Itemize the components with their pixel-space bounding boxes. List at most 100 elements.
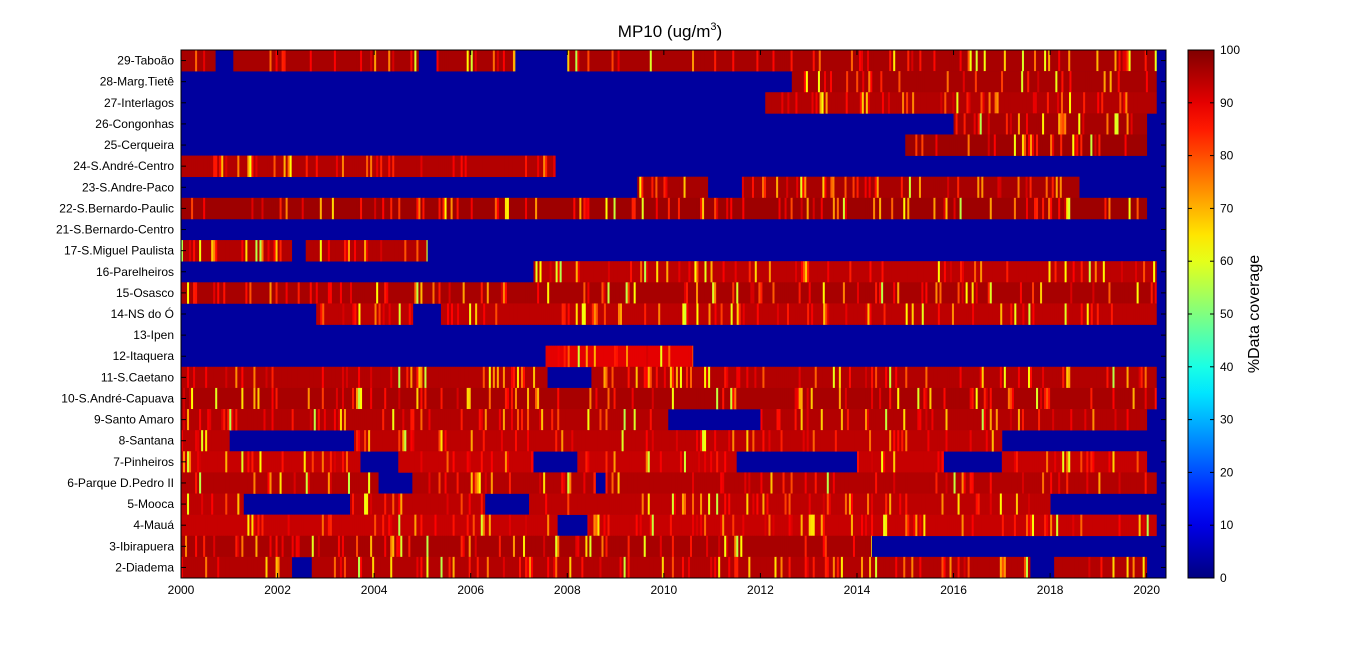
heatmap-cell [1108,134,1111,156]
heatmap-cell [323,366,327,389]
heatmap-cell [257,387,260,410]
heatmap-cell [891,303,894,325]
heatmap-cell [629,50,633,72]
heatmap-cell [392,50,395,72]
heatmap-cell [1130,387,1133,410]
heatmap-cell [865,366,868,389]
heatmap-cell [810,176,813,199]
heatmap-cell [706,261,709,283]
heatmap-cell [971,366,975,389]
heatmap-cell [617,282,620,304]
heatmap-cell [615,430,618,452]
heatmap-cell [780,261,784,283]
heatmap-cell [410,197,413,220]
heatmap-cell [1078,50,1081,72]
heatmap-cell [823,261,826,283]
heatmap-cell [255,155,258,178]
heatmap-cell [647,176,650,199]
heatmap-cell [927,430,930,452]
heatmap-cell [778,282,781,304]
heatmap-cell [402,197,405,220]
heatmap-cell [1042,92,1046,114]
heatmap-cell [1070,409,1073,431]
heatmap-cell [345,409,349,431]
heatmap-cell [1136,387,1140,410]
heatmap-cell [388,197,391,220]
heatmap-cell [933,409,936,431]
heatmap-cell [496,282,500,304]
heatmap-cell [426,366,429,389]
heatmap-cell [1011,409,1015,431]
heatmap-cell [1154,50,1157,72]
heatmap-cell [350,197,353,220]
heatmap-cell [889,409,892,431]
heatmap-cell [243,366,246,389]
heatmap-cell [545,261,548,283]
heatmap-cell [1046,409,1049,431]
heatmap-cell [541,409,544,431]
heatmap-cell [341,197,345,220]
heatmap-cell [909,261,913,283]
heatmap-cell [877,409,880,431]
heatmap-cell [828,176,831,199]
heatmap-cell [442,430,445,452]
heatmap-cell [756,197,759,220]
heatmap-cell [565,282,568,304]
heatmap-cell [543,387,546,410]
heatmap-cell [806,430,810,452]
heatmap-cell [295,197,299,220]
heatmap-cell [1082,134,1085,156]
heatmap-cell [313,50,317,72]
heatmap-cell [1090,261,1094,283]
heatmap-cell [185,197,188,220]
heatmap-cell [1139,92,1142,114]
heatmap-cell [718,303,721,325]
heatmap-cell [1141,71,1145,93]
heatmap-cell [374,366,377,389]
heatmap-cell [502,409,506,431]
heatmap-cell [742,197,745,220]
heatmap-cell [1069,92,1072,114]
heatmap-cell [850,71,853,93]
heatmap-cell [921,430,924,452]
heatmap-cell [746,387,749,410]
heatmap-cell [380,197,383,220]
heatmap-cell [967,134,971,156]
heatmap-cell [577,345,581,368]
heatmap-cell [1075,92,1078,114]
heatmap-cell [979,282,983,304]
heatmap-cell [459,303,462,325]
heatmap-cell [1113,71,1117,93]
heatmap-cell [1138,197,1142,220]
heatmap-cell [1114,282,1117,304]
heatmap-cell [531,282,534,304]
heatmap-cell [975,282,979,304]
heatmap-cell [187,197,190,220]
heatmap-cell [464,409,468,431]
heatmap-cell [712,197,715,220]
heatmap-cell [935,303,939,325]
heatmap-cell [269,387,272,410]
heatmap-cell [1010,303,1013,325]
heatmap-cell [1017,113,1021,135]
heatmap-cell [768,50,771,72]
heatmap-cell [386,197,389,220]
heatmap-cell [1070,387,1073,410]
heatmap-cell [257,282,260,304]
heatmap-cell [999,197,1003,220]
heatmap-cell [317,50,321,72]
heatmap-cell [476,155,480,178]
heatmap-cell [1133,261,1136,283]
heatmap-cell [498,387,502,410]
heatmap-cell [341,155,345,178]
heatmap-cell [221,282,224,304]
heatmap-cell [1132,387,1136,410]
heatmap-cell [946,92,949,114]
heatmap-cell [941,303,945,325]
heatmap-cell [780,50,783,72]
heatmap-cell [1096,50,1099,72]
heatmap-cell [951,303,955,325]
heatmap-cell [599,345,603,368]
heatmap-cell [915,261,919,283]
heatmap-cell [329,366,333,389]
